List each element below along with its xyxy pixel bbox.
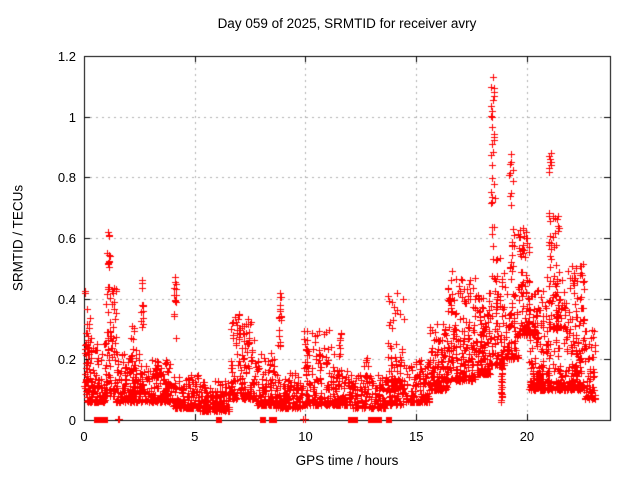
x-tick-label: 15 bbox=[408, 429, 424, 444]
x-axis-label: GPS time / hours bbox=[295, 453, 399, 468]
y-tick-label: 0.8 bbox=[57, 170, 76, 186]
x-tick-label: 10 bbox=[298, 429, 313, 444]
y-tick-label: 0.4 bbox=[57, 291, 76, 307]
y-tick-label: 1.2 bbox=[57, 49, 76, 64]
y-tick-label: 0 bbox=[68, 413, 76, 428]
x-tick-label: 5 bbox=[191, 429, 199, 444]
x-tick-label: 0 bbox=[80, 429, 88, 444]
y-tick-label: 0.6 bbox=[57, 231, 76, 246]
y-tick-label: 1 bbox=[68, 109, 76, 125]
y-axis-label-text: SRMTID / TECUs bbox=[10, 184, 26, 292]
x-tick-label: 20 bbox=[519, 429, 535, 444]
y-tick-label: 0.2 bbox=[57, 352, 76, 368]
chart-title: Day 059 of 2025, SRMTID for receiver avr… bbox=[217, 16, 477, 31]
